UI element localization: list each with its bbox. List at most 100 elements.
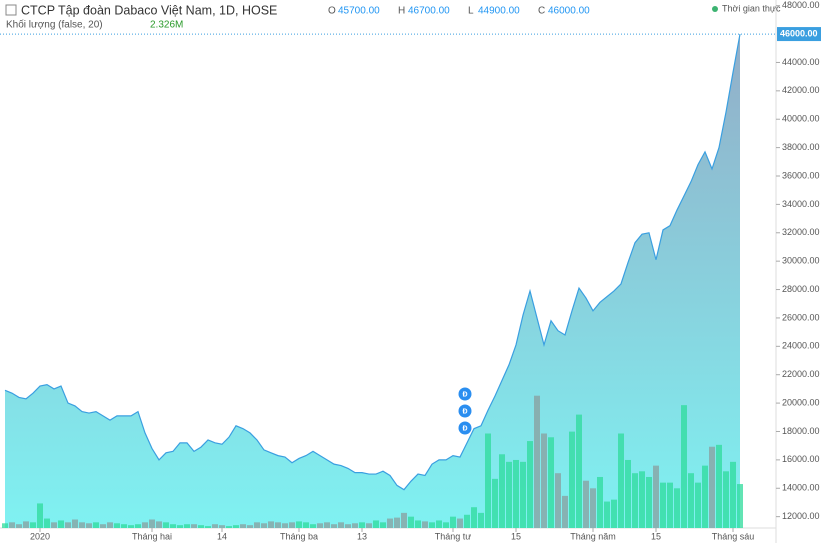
volume-bar — [471, 507, 477, 528]
volume-bar — [436, 520, 442, 528]
volume-bar — [695, 482, 701, 528]
volume-bar — [618, 433, 624, 528]
x-tick-label: Tháng tư — [435, 531, 472, 541]
y-tick-label: 40000.00 — [782, 114, 820, 124]
volume-bar — [16, 524, 22, 528]
event-marker[interactable] — [458, 387, 472, 401]
volume-bar — [100, 524, 106, 528]
volume-bar — [233, 525, 239, 528]
volume-bar — [247, 525, 253, 528]
volume-bar — [464, 514, 470, 528]
volume-bar — [317, 523, 323, 528]
volume-bar — [219, 525, 225, 528]
ohlc-key: C — [538, 6, 545, 17]
volume-bar — [9, 522, 15, 528]
volume-bar — [513, 459, 519, 528]
y-tick-label: 20000.00 — [782, 397, 820, 407]
volume-bar — [366, 523, 372, 528]
volume-bar — [415, 520, 421, 528]
x-tick-label: 13 — [357, 531, 367, 541]
ohlc-value: 44900.00 — [478, 6, 520, 17]
y-tick-label: 26000.00 — [782, 312, 820, 322]
volume-bar — [583, 480, 589, 528]
event-marker[interactable] — [458, 404, 472, 418]
volume-bar — [65, 522, 71, 528]
volume-bar — [331, 524, 337, 528]
volume-bar — [352, 523, 358, 528]
volume-bar — [261, 523, 267, 528]
event-label: Đ — [462, 391, 467, 398]
volume-bar — [58, 520, 64, 528]
y-tick-label: 16000.00 — [782, 454, 820, 464]
volume-bar — [177, 525, 183, 528]
event-label: Đ — [462, 408, 467, 415]
y-tick-label: 28000.00 — [782, 284, 820, 294]
volume-bar — [576, 414, 582, 528]
volume-bar — [107, 522, 113, 528]
volume-bar — [506, 461, 512, 528]
ohlc-value: 46000.00 — [548, 6, 590, 17]
volume-bar — [142, 522, 148, 528]
volume-bar — [401, 512, 407, 528]
volume-bar — [275, 522, 281, 528]
price-area — [5, 34, 740, 529]
volume-bar — [723, 471, 729, 528]
volume-bar — [44, 518, 50, 528]
volume-bar — [569, 431, 575, 528]
price-line — [4, 33, 741, 491]
volume-bar — [30, 522, 36, 528]
collapse-icon[interactable] — [5, 4, 17, 16]
volume-bar — [79, 522, 85, 528]
volume-bar — [534, 395, 540, 528]
volume-bar — [604, 501, 610, 528]
y-tick-label: 44000.00 — [782, 57, 820, 67]
x-tick-label: 15 — [651, 531, 661, 541]
volume-bar — [702, 465, 708, 528]
y-tick-label: 42000.00 — [782, 85, 820, 95]
volume-bar — [310, 524, 316, 528]
y-tick-label: 34000.00 — [782, 199, 820, 209]
ohlc-key: L — [468, 6, 474, 17]
volume-bar — [114, 523, 120, 528]
volume-bar — [303, 522, 309, 528]
volume-bar — [681, 405, 687, 528]
volume-bar — [597, 476, 603, 528]
volume-bar — [408, 516, 414, 528]
volume-bar — [212, 524, 218, 528]
volume-bar — [450, 516, 456, 528]
y-tick-label: 24000.00 — [782, 341, 820, 351]
volume-bar — [674, 488, 680, 528]
volume-bar — [296, 521, 302, 528]
volume-bar — [380, 522, 386, 528]
volume-bar — [492, 478, 498, 528]
volume-bar — [184, 524, 190, 528]
volume-bar — [590, 488, 596, 528]
x-tick-label: 2020 — [30, 531, 50, 541]
y-tick-label: 38000.00 — [782, 142, 820, 152]
volume-bar — [338, 522, 344, 528]
volume-bar — [394, 517, 400, 528]
volume-bar — [716, 444, 722, 528]
volume-bar — [457, 518, 463, 528]
volume-bar — [737, 484, 743, 528]
volume-bar — [205, 526, 211, 528]
realtime-dot — [712, 6, 718, 12]
volume-bar — [611, 499, 617, 528]
volume-bar — [527, 441, 533, 528]
x-tick-label: Tháng hai — [132, 531, 172, 541]
volume-bar — [562, 495, 568, 528]
volume-bar — [254, 522, 260, 528]
x-tick-label: Tháng ba — [280, 531, 318, 541]
x-tick-label: 14 — [217, 531, 227, 541]
y-tick-label: 36000.00 — [782, 170, 820, 180]
volume-title: Khối lượng (false, 20) — [6, 19, 103, 31]
event-marker[interactable] — [458, 421, 472, 435]
y-tick-label: 32000.00 — [782, 227, 820, 237]
x-tick-label: 15 — [511, 531, 521, 541]
volume-bar — [520, 461, 526, 528]
x-tick-label: Tháng sáu — [712, 531, 755, 541]
ohlc-value: 45700.00 — [338, 6, 380, 17]
volume-bar — [226, 526, 232, 528]
volume-bar — [422, 521, 428, 528]
volume-bar — [93, 522, 99, 528]
